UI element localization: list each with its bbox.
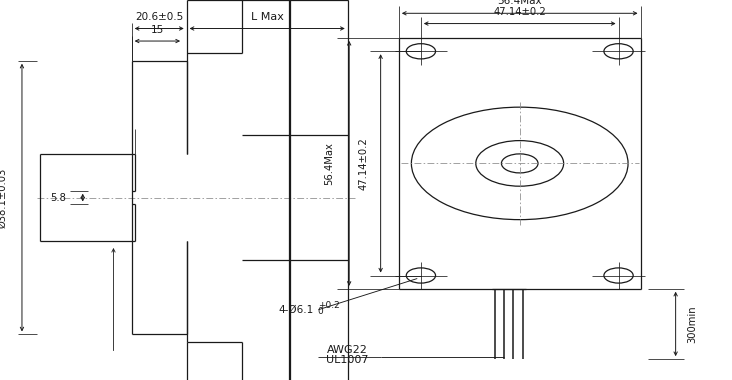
Text: 15: 15 [151, 25, 164, 35]
Text: AWG22: AWG22 [327, 345, 368, 355]
Text: 20.6±0.5: 20.6±0.5 [135, 12, 183, 22]
Text: 56.4Max: 56.4Max [498, 0, 542, 6]
Text: L Max: L Max [251, 12, 283, 22]
Text: +0.2: +0.2 [318, 301, 340, 310]
Text: UL1007: UL1007 [326, 355, 369, 365]
Text: 0: 0 [318, 307, 324, 316]
Text: 300min: 300min [687, 305, 698, 343]
Text: 4-Ø6.1: 4-Ø6.1 [278, 305, 313, 315]
Text: 56.4Max: 56.4Max [324, 142, 335, 185]
Text: 47.14±0.2: 47.14±0.2 [359, 137, 369, 190]
Text: Ø38.1±0.03: Ø38.1±0.03 [0, 168, 7, 228]
Text: 5.8: 5.8 [50, 193, 66, 203]
Text: 47.14±0.2: 47.14±0.2 [493, 8, 546, 17]
